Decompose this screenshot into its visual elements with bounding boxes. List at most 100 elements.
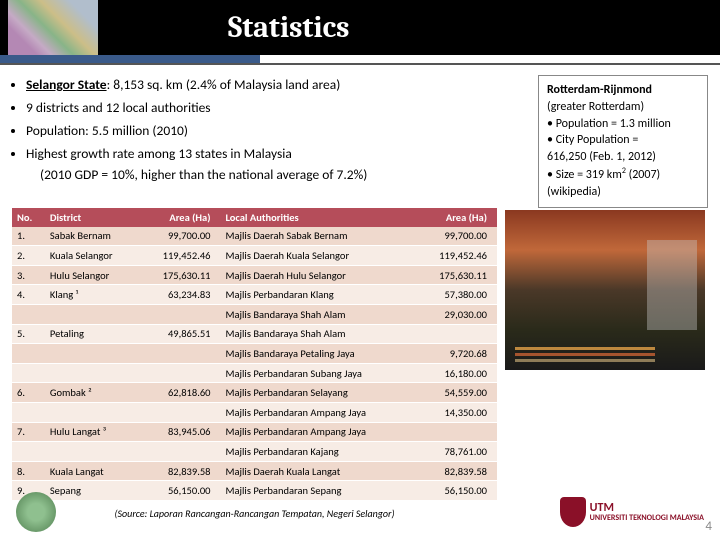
table-cell: 78,761.00: [416, 442, 497, 462]
table-row: 6.Gombak ²62,818.60Majlis Perbandaran Se…: [12, 383, 497, 403]
table-cell: Hulu Langat ³: [45, 422, 139, 442]
table-cell: Majlis Perbandaran Ampang Jaya: [221, 402, 416, 422]
table-cell: 63,234.83: [139, 285, 220, 305]
sidebox-line: • Population = 1.3 million: [547, 116, 699, 133]
sidebox-line: (greater Rotterdam): [547, 99, 699, 116]
table-cell: [416, 324, 497, 344]
table-cell: 82,839.58: [139, 461, 220, 481]
table-cell: Hulu Selangor: [45, 265, 139, 285]
table-row: Majlis Bandaraya Shah Alam29,030.00: [12, 304, 497, 324]
table-cell: 6.: [12, 383, 45, 403]
table-cell: [45, 304, 139, 324]
table-cell: Gombak ²: [45, 383, 139, 403]
table-cell: [45, 363, 139, 383]
sidebox-line: • City Population =: [547, 132, 699, 149]
table-cell: 175,630.11: [416, 265, 497, 285]
table-cell: 99,700.00: [139, 227, 220, 246]
table-cell: [12, 442, 45, 462]
table-cell: [139, 344, 220, 364]
bullet-2: 9 districts and 12 local authorities: [26, 98, 528, 119]
table-row: Majlis Perbandaran Kajang78,761.00: [12, 442, 497, 462]
table-cell: [139, 304, 220, 324]
utm-logo: UTM UNIVERSITI TEKNOLOGI MALAYSIA: [560, 497, 704, 527]
table-header: Local Authorities: [221, 208, 416, 227]
table-cell: Majlis Bandaraya Petaling Jaya: [221, 344, 416, 364]
table-cell: 4.: [12, 285, 45, 305]
header-bar: Statistics: [0, 0, 720, 55]
table-row: 8.Kuala Langat82,839.58Majlis Daerah Kua…: [12, 461, 497, 481]
table-cell: 62,818.60: [139, 383, 220, 403]
table-cell: 83,945.06: [139, 422, 220, 442]
table-cell: [45, 344, 139, 364]
table-header: Area (Ha): [416, 208, 497, 227]
table-cell: Majlis Bandaraya Shah Alam: [221, 304, 416, 324]
table-row: 3.Hulu Selangor175,630.11Majlis Daerah H…: [12, 265, 497, 285]
table-cell: Majlis Bandaraya Shah Alam: [221, 324, 416, 344]
table-cell: Majlis Perbandaran Ampang Jaya: [221, 422, 416, 442]
left-logo: [16, 492, 56, 532]
page-number: 4: [705, 519, 712, 534]
table-cell: 3.: [12, 265, 45, 285]
header-map-graphic: [8, 0, 98, 55]
table-row: Majlis Perbandaran Ampang Jaya14,350.00: [12, 402, 497, 422]
table-cell: Majlis Daerah Kuala Selangor: [221, 246, 416, 266]
table-cell: [139, 402, 220, 422]
page-title: Statistics: [228, 10, 349, 45]
city-photo: [505, 210, 705, 370]
table-cell: Klang ¹: [45, 285, 139, 305]
table-cell: [12, 363, 45, 383]
table-cell: 9,720.68: [416, 344, 497, 364]
table-cell: 14,350.00: [416, 402, 497, 422]
table-row: 4.Klang ¹63,234.83Majlis Perbandaran Kla…: [12, 285, 497, 305]
table-cell: [45, 442, 139, 462]
comparison-box: Rotterdam-Rijnmond (greater Rotterdam) •…: [538, 75, 708, 208]
table-cell: Petaling: [45, 324, 139, 344]
table-cell: [416, 422, 497, 442]
districts-table: No.DistrictArea (Ha)Local AuthoritiesAre…: [12, 208, 497, 501]
table-cell: [12, 344, 45, 364]
table-cell: 175,630.11: [139, 265, 220, 285]
table-cell: 119,452.46: [416, 246, 497, 266]
table-cell: Kuala Langat: [45, 461, 139, 481]
bullet-3: Population: 5.5 million (2010): [26, 121, 528, 142]
table-row: 1.Sabak Bernam99,700.00Majlis Daerah Sab…: [12, 227, 497, 246]
table-row: 2.Kuala Selangor119,452.46Majlis Daerah …: [12, 246, 497, 266]
table-cell: Majlis Perbandaran Klang: [221, 285, 416, 305]
table-cell: 7.: [12, 422, 45, 442]
table-cell: 119,452.46: [139, 246, 220, 266]
table-cell: [12, 402, 45, 422]
table-cell: 2.: [12, 246, 45, 266]
table-header: Area (Ha): [139, 208, 220, 227]
table-row: 7.Hulu Langat ³83,945.06Majlis Perbandar…: [12, 422, 497, 442]
table-cell: Sabak Bernam: [45, 227, 139, 246]
table-cell: 54,559.00: [416, 383, 497, 403]
table-cell: 57,380.00: [416, 285, 497, 305]
table-cell: 16,180.00: [416, 363, 497, 383]
table-cell: 5.: [12, 324, 45, 344]
table-cell: 8.: [12, 461, 45, 481]
bullet-section: Selangor State: 8,153 sq. km (2.4% of Ma…: [12, 75, 528, 208]
table-cell: Majlis Perbandaran Subang Jaya: [221, 363, 416, 383]
table-cell: 99,700.00: [416, 227, 497, 246]
sidebox-title: Rotterdam-Rijnmond: [547, 82, 699, 99]
table-cell: 82,839.58: [416, 461, 497, 481]
table-row: 5.Petaling49,865.51Majlis Bandaraya Shah…: [12, 324, 497, 344]
table-cell: Majlis Daerah Hulu Selangor: [221, 265, 416, 285]
table-cell: 49,865.51: [139, 324, 220, 344]
bullet-1: Selangor State: 8,153 sq. km (2.4% of Ma…: [26, 75, 528, 96]
table-header: District: [45, 208, 139, 227]
sidebox-line: 616,250 (Feb. 1, 2012): [547, 149, 699, 166]
table-cell: [45, 402, 139, 422]
table-cell: Majlis Perbandaran Selayang: [221, 383, 416, 403]
table-row: Majlis Bandaraya Petaling Jaya9,720.68: [12, 344, 497, 364]
table-cell: Majlis Daerah Kuala Langat: [221, 461, 416, 481]
header-underline: [0, 55, 720, 65]
table-cell: Majlis Daerah Sabak Bernam: [221, 227, 416, 246]
sidebox-line: • Size = 319 km2 (2007): [547, 166, 699, 184]
table-cell: [12, 304, 45, 324]
table-cell: Majlis Perbandaran Kajang: [221, 442, 416, 462]
sidebox-line: (wikipedia): [547, 184, 699, 201]
table-cell: 29,030.00: [416, 304, 497, 324]
table-row: Majlis Perbandaran Subang Jaya16,180.00: [12, 363, 497, 383]
bullet-4: Highest growth rate among 13 states in M…: [26, 144, 528, 186]
